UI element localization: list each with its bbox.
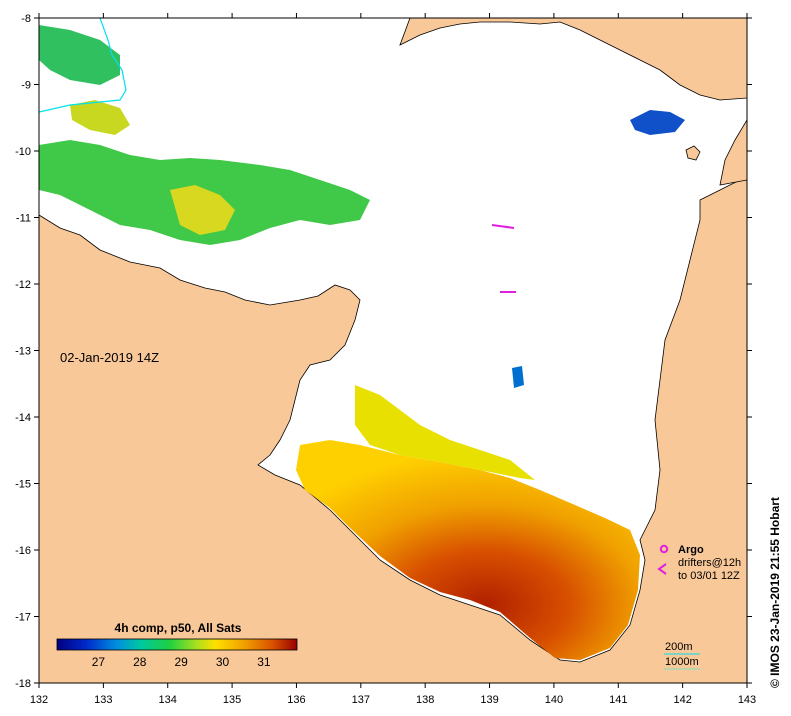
sst-patches [39,25,685,660]
sst-warm-patch [296,440,640,660]
sst-yellow-patch-north [70,100,130,135]
legend-drifters-line1: drifters@12h [678,557,741,569]
drifter-arrow-icon [657,563,667,575]
sst-yellow-patch-nw [170,185,235,235]
x-tick-label: 135 [223,694,241,706]
credit-text: © IMOS 23-Jan-2019 21:55 Hobart [768,497,782,688]
x-tick-label: 138 [416,694,434,706]
legend: Argo drifters@12h to 03/01 12Z 200m 1000… [657,544,741,670]
y-tick-label: -10 [15,146,31,158]
y-tick-label: -16 [15,545,31,557]
y-tick-label: -13 [15,346,31,358]
x-tick-label: 141 [609,694,627,706]
land-new-guinea [399,18,747,101]
land-arnhem-land [39,169,747,683]
x-axis: 132 133 134 135 136 137 138 139 140 141 142 143 [30,13,756,706]
colorbar-tick-label: 28 [133,655,147,669]
x-tick-label: 136 [287,694,305,706]
date-label: 02-Jan-2019 14Z [60,350,159,365]
legend-200m: 200m [665,641,693,653]
y-axis: -8 -9 -10 -11 -12 -13 -14 -15 -16 -17 -18 [15,13,752,690]
x-tick-label: 139 [480,694,498,706]
legend-argo: Argo [678,544,704,556]
y-tick-label: -12 [15,279,31,291]
contour-200m [39,18,127,113]
colorbar-title: 4h comp, p50, All Sats [115,621,242,635]
argo-marker-icon [659,544,669,554]
colorbar-tick-label: 29 [174,655,188,669]
colorbar-gradient [56,638,298,651]
land-cape-york [719,119,747,186]
legend-1000m: 1000m [665,656,699,668]
colorbar: 4h comp, p50, All Sats 27 28 29 30 31 [56,621,298,669]
y-tick-label: -9 [21,80,31,92]
x-tick-label: 137 [352,694,370,706]
x-tick-label: 132 [30,694,48,706]
y-tick-label: -14 [15,412,31,424]
colorbar-ticks: 27 28 29 30 31 [92,655,271,669]
drifter-markers [491,224,516,293]
map-panel [39,18,747,683]
sst-blue-patch-sw [512,366,524,388]
colorbar-tick-label: 31 [257,655,271,669]
sst-green-patch-far-nw [39,25,120,85]
sst-yellow-band [355,385,535,480]
drifter-track [491,224,515,229]
land-island [685,145,701,161]
y-tick-label: -17 [15,612,31,624]
x-tick-label: 140 [545,694,563,706]
x-tick-label: 143 [738,694,756,706]
y-tick-label: -15 [15,479,31,491]
y-tick-label: -18 [15,678,31,690]
legend-drifters-line2: to 03/01 12Z [678,570,740,582]
sst-blue-patch-ne [630,110,685,135]
x-tick-label: 142 [673,694,691,706]
x-tick-label: 133 [94,694,112,706]
y-tick-label: -8 [21,13,31,25]
colorbar-tick-label: 27 [92,655,106,669]
x-tick-label: 134 [159,694,177,706]
colorbar-tick-label: 30 [216,655,230,669]
y-tick-label: -11 [16,213,31,225]
